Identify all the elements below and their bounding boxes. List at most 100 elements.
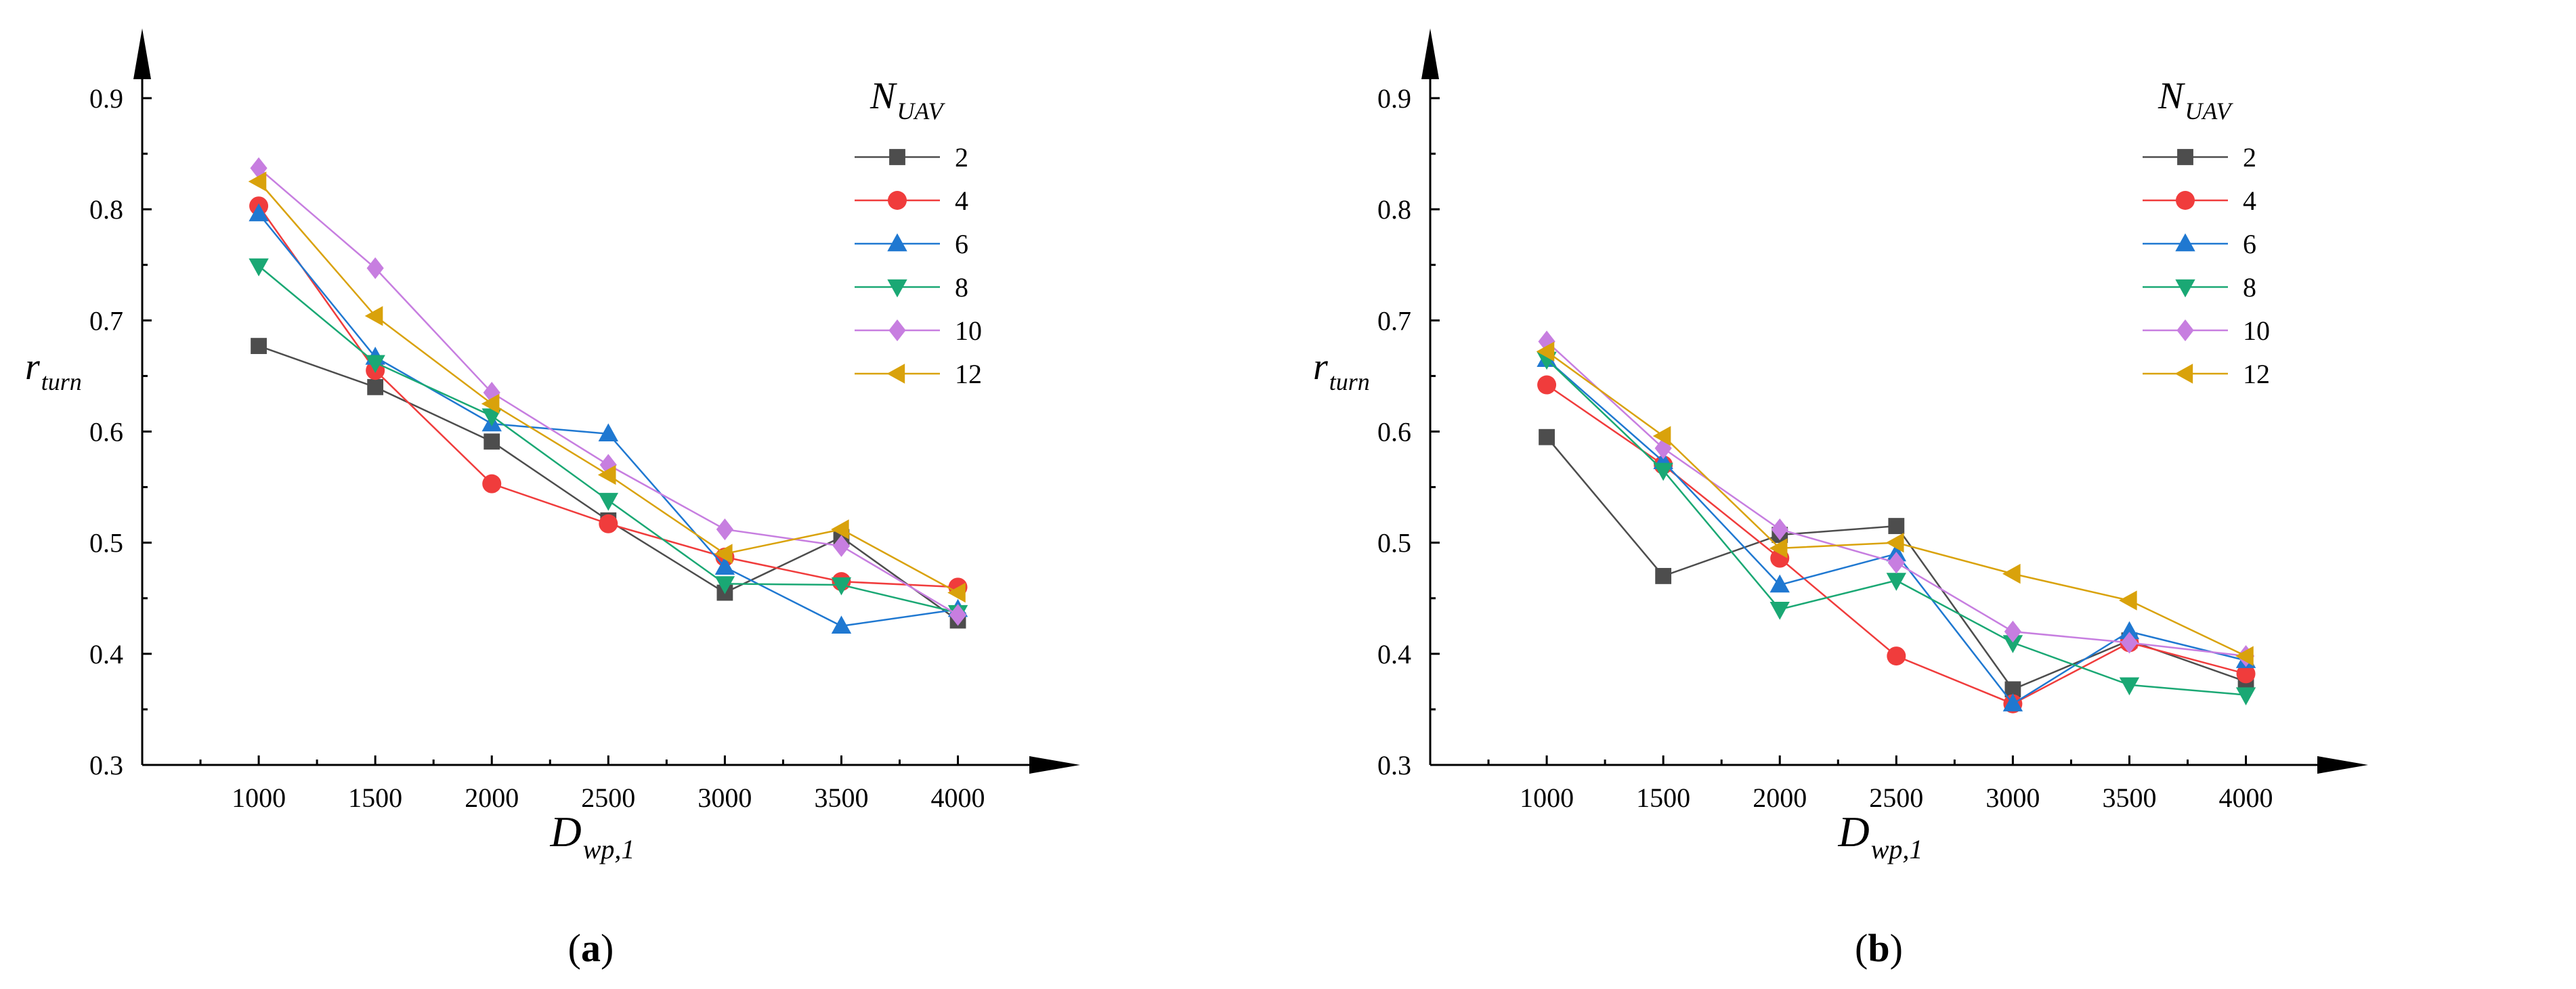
legend-title: NUAV	[2158, 75, 2234, 125]
legend-item-4: 4	[855, 185, 968, 216]
data-point	[1538, 330, 1555, 353]
legend-item-4: 4	[2143, 185, 2256, 216]
data-point	[831, 615, 852, 634]
legend-marker	[887, 233, 907, 252]
legend-label: 8	[2243, 272, 2256, 303]
data-point	[1771, 518, 1788, 541]
y-tick-label: 0.5	[89, 528, 123, 558]
data-point	[2119, 677, 2140, 696]
data-point	[366, 257, 384, 280]
series-8	[249, 258, 968, 623]
legend-item-8: 8	[855, 272, 968, 303]
axes: 0.3 0.4 0.5 0.6 0.7 0.8 0.9 1000 1500 2000 2500 300…	[89, 28, 1080, 813]
y-axis-title: rturn	[1313, 346, 1370, 395]
data-point	[1653, 462, 1673, 481]
x-tick-label: 1500	[1636, 783, 1690, 813]
x-tick-label: 1000	[232, 783, 286, 813]
x-tick-label: 2500	[581, 783, 635, 813]
y-tick-label: 0.4	[1377, 639, 1411, 669]
legend-label: 6	[2243, 229, 2256, 259]
data-point	[367, 378, 384, 395]
x-tick-label: 4000	[2219, 783, 2273, 813]
legend-marker	[888, 319, 906, 342]
y-tick-label: 0.6	[89, 417, 123, 447]
data-point	[251, 338, 267, 354]
data-point	[1769, 601, 1790, 620]
legend-marker	[2175, 233, 2195, 252]
data-point	[1769, 538, 1788, 558]
y-tick-label: 0.4	[89, 639, 123, 669]
data-point	[1539, 428, 1555, 445]
data-point	[832, 535, 851, 557]
data-point	[1652, 426, 1671, 446]
data-point	[1885, 532, 1904, 553]
x-axis-arrow-icon	[1029, 756, 1080, 774]
legend-marker	[2176, 319, 2194, 342]
legend-label: 6	[955, 229, 968, 259]
data-point	[2002, 563, 2021, 584]
legend-marker	[886, 364, 905, 384]
legend-marker	[2176, 191, 2195, 210]
data-point	[599, 514, 618, 533]
data-point	[249, 203, 269, 221]
legend-item-2: 2	[2143, 142, 2256, 173]
panel-label: (b)	[1855, 926, 1903, 970]
x-tick-label: 3000	[697, 783, 752, 813]
series-12	[1536, 341, 2254, 666]
x-tick-label: 3000	[1985, 783, 2040, 813]
y-axis-arrow-icon	[1421, 28, 1439, 79]
data-point	[248, 171, 267, 192]
data-point	[1888, 518, 1905, 534]
legend-label: 12	[955, 359, 982, 389]
series-line	[1546, 351, 2247, 657]
chart-panel-a: 0.3 0.4 0.5 0.6 0.7 0.8 0.9 1000 1500 2000 2500 300…	[25, 28, 1080, 970]
data-point	[2235, 687, 2256, 705]
data-point	[1537, 375, 1557, 395]
data-point	[249, 258, 269, 277]
data-point	[716, 518, 733, 541]
y-tick-label: 0.3	[1377, 750, 1411, 781]
data-point	[1887, 552, 1905, 574]
x-tick-label: 2500	[1869, 783, 1923, 813]
data-point	[2119, 621, 2140, 640]
legend-marker	[888, 191, 907, 210]
y-tick-label: 0.9	[89, 83, 123, 114]
data-point	[250, 157, 267, 179]
x-axis-title: Dwp,1	[550, 808, 635, 864]
legend-label: 4	[2243, 185, 2256, 216]
legend-label: 12	[2243, 359, 2270, 389]
legend-label: 10	[2243, 315, 2270, 346]
data-point	[714, 544, 733, 564]
series-4	[249, 196, 968, 597]
series-group	[248, 157, 968, 634]
y-tick-label: 0.9	[1377, 83, 1411, 114]
y-tick-label: 0.3	[89, 750, 123, 781]
legend-item-12: 12	[855, 359, 982, 389]
data-point	[2004, 620, 2021, 643]
y-tick-label: 0.7	[1377, 305, 1411, 336]
legend-item-6: 6	[2143, 229, 2256, 259]
legend-item-12: 12	[2143, 359, 2270, 389]
series-line	[1546, 340, 2246, 657]
x-tick-label: 2000	[465, 783, 519, 813]
legend-label: 4	[955, 185, 968, 216]
data-point	[598, 423, 619, 441]
series-6	[249, 203, 968, 634]
chart-panel-b: 0.3 0.4 0.5 0.6 0.7 0.8 0.9 1000 1500 2000 2500 300…	[1313, 28, 2368, 970]
legend-marker	[887, 279, 907, 298]
legend-label: 10	[955, 315, 982, 346]
y-axis-arrow-icon	[133, 28, 151, 79]
y-tick-label: 0.5	[1377, 528, 1411, 558]
legend-item-2: 2	[855, 142, 968, 173]
data-point	[481, 393, 500, 414]
legend-item-8: 8	[2143, 272, 2256, 303]
data-point	[831, 519, 849, 540]
x-axis-arrow-icon	[2317, 756, 2368, 774]
data-point	[2236, 664, 2256, 684]
legend-marker	[889, 149, 905, 165]
data-point	[597, 464, 616, 485]
legend-item-10: 10	[855, 315, 982, 346]
x-tick-label: 1000	[1520, 783, 1574, 813]
x-tick-label: 1500	[348, 783, 402, 813]
